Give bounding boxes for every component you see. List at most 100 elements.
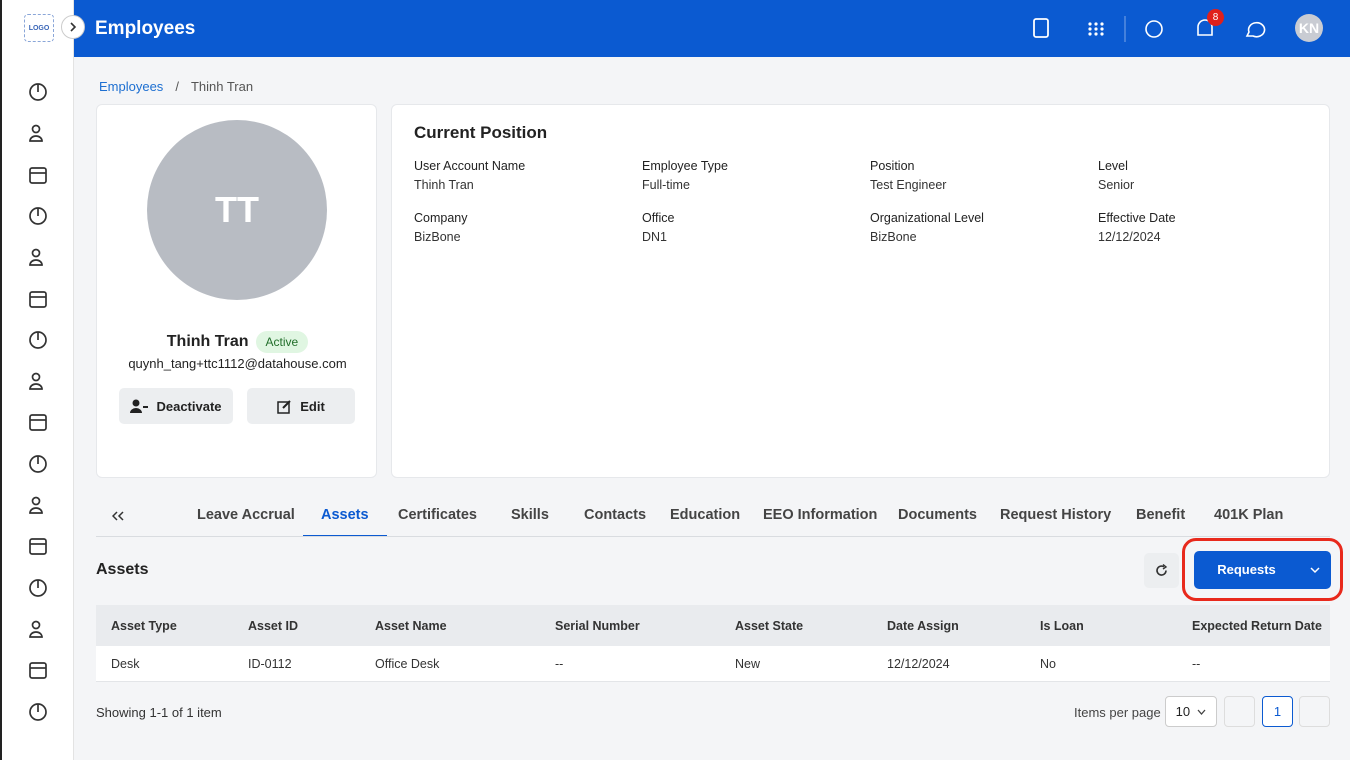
field-label: User Account Name xyxy=(414,159,526,173)
field-value: 12/12/2024 xyxy=(1098,230,1161,244)
tab[interactable]: Benefit xyxy=(1136,507,1186,523)
email: quynh_tang+ttc1112@datahouse.com xyxy=(128,356,347,371)
employee-name: Thinh Tran xyxy=(166,333,249,350)
refresh-icon xyxy=(1156,564,1168,576)
breadcrumb-link[interactable]: Employees xyxy=(99,79,164,94)
tab[interactable]: Contacts xyxy=(584,507,647,523)
column-header: Date Assign xyxy=(887,619,959,633)
tab[interactable]: 401K Plan xyxy=(1214,507,1284,523)
nav-icon[interactable] xyxy=(28,82,48,102)
pagination-summary: Showing 1-1 of 1 item xyxy=(96,705,222,720)
sidebar: LOGO xyxy=(0,0,74,760)
column-header: Expected Return Date xyxy=(1192,619,1322,633)
table-cell: -- xyxy=(555,657,564,671)
name-row: Thinh Tran Active xyxy=(97,331,378,353)
profile-card: TT Thinh Tran Active quynh_tang+ttc1112@… xyxy=(96,104,377,478)
help-icon[interactable] xyxy=(1145,20,1163,38)
section-title: Assets xyxy=(96,561,149,578)
refresh-button[interactable] xyxy=(1144,553,1179,588)
field-value: Full-time xyxy=(642,178,690,192)
tab-bar: DepositLeave AccrualAssetsCertificatesSk… xyxy=(96,496,1330,537)
table-cell: -- xyxy=(1192,657,1201,671)
page-button[interactable]: 1 xyxy=(1262,696,1293,727)
nav-icon[interactable] xyxy=(28,619,48,639)
nav-icon[interactable] xyxy=(28,247,48,267)
nav-icon[interactable] xyxy=(28,412,48,432)
logo[interactable]: LOGO xyxy=(24,14,54,42)
toolbar-icons xyxy=(1033,16,1266,42)
table-cell: ID-0112 xyxy=(248,657,292,671)
nav-icon[interactable] xyxy=(28,289,48,309)
bell-icon[interactable] xyxy=(1197,19,1213,36)
nav-icon[interactable] xyxy=(28,371,48,391)
page-size: 10 xyxy=(1175,704,1191,719)
field-label: Employee Type xyxy=(642,159,728,173)
field-label: Office xyxy=(642,211,675,225)
nav-icon[interactable] xyxy=(28,536,48,556)
dropdown-icon xyxy=(1197,709,1206,715)
column-header: Asset State xyxy=(735,619,804,633)
tab[interactable]: Request History xyxy=(1000,507,1112,523)
nav-icon[interactable] xyxy=(28,165,48,185)
user-avatar[interactable]: KN xyxy=(1295,14,1323,42)
edit-icon xyxy=(277,399,291,414)
items-per-page-label: Items per page xyxy=(1074,705,1161,720)
field-label: Level xyxy=(1098,159,1128,173)
next-page-button[interactable] xyxy=(1299,696,1330,727)
page-title: Employees xyxy=(95,18,196,39)
chevron-icon xyxy=(70,22,77,32)
breadcrumb: Employees / Thinh Tran xyxy=(99,79,253,94)
apps-icon[interactable] xyxy=(1088,22,1104,36)
position-card: Current Position User Account Name Thinh … xyxy=(391,104,1330,478)
column-header: Serial Number xyxy=(555,619,640,633)
field-label: Position xyxy=(870,159,915,173)
nav-icon[interactable] xyxy=(28,206,48,226)
table-cell: No xyxy=(1040,657,1056,671)
tab[interactable]: Documents xyxy=(898,507,977,523)
field-label: Organizational Level xyxy=(870,211,984,225)
top-bar: Employees 8 KN xyxy=(74,0,1350,57)
tab[interactable]: Skills xyxy=(511,507,549,523)
tab[interactable]: Leave Accrual xyxy=(197,507,295,523)
button-label: Deactivate xyxy=(156,398,222,414)
nav-icon[interactable] xyxy=(28,702,48,722)
deactivate-button[interactable]: Deactivate xyxy=(119,388,233,424)
double-chevron-icon xyxy=(112,511,124,521)
nav-icon[interactable] xyxy=(28,454,48,474)
status-badge: Active xyxy=(255,331,309,353)
nav-icon[interactable] xyxy=(28,660,48,680)
download-icon[interactable] xyxy=(1033,18,1049,38)
nav-icon[interactable] xyxy=(28,123,48,143)
nav-icon[interactable] xyxy=(28,330,48,350)
sidebar-toggle[interactable] xyxy=(61,15,85,39)
nav-icon[interactable] xyxy=(28,578,48,598)
column-header: Asset Type xyxy=(111,619,177,633)
requests-button[interactable]: Requests xyxy=(1194,551,1331,589)
row-border xyxy=(96,681,1330,682)
tab[interactable]: EEO Information xyxy=(763,507,878,523)
field-value: BizBone xyxy=(414,230,461,244)
chat-icon[interactable] xyxy=(1245,21,1266,38)
field-value: Senior xyxy=(1098,178,1135,192)
prev-page-button[interactable] xyxy=(1224,696,1255,727)
field-value: Thinh Tran xyxy=(414,178,474,192)
tab-scroll-left[interactable] xyxy=(96,496,140,536)
column-header: Asset ID xyxy=(248,619,299,633)
notification-badge: 8 xyxy=(1207,9,1224,26)
highlight-annotation xyxy=(1182,538,1343,601)
tab[interactable]: Certificates xyxy=(398,507,477,523)
assets-table: Asset Type Asset ID Asset Name Serial Numbe… xyxy=(96,605,1330,682)
dropdown-icon[interactable] xyxy=(1310,566,1320,574)
section-title: Current Position xyxy=(414,123,548,142)
nav-icon[interactable] xyxy=(28,495,48,515)
breadcrumb-current: Thinh Tran xyxy=(190,79,254,94)
page-size-select[interactable]: 10 xyxy=(1165,696,1217,727)
table-cell: Office Desk xyxy=(375,657,440,671)
tab[interactable]: Education xyxy=(670,507,741,523)
field-value: DN1 xyxy=(642,230,668,244)
table-cell: New xyxy=(735,657,761,671)
edit-button[interactable]: Edit xyxy=(247,388,355,424)
field-label: Effective Date xyxy=(1098,211,1176,225)
tab[interactable]: Assets xyxy=(303,507,387,536)
